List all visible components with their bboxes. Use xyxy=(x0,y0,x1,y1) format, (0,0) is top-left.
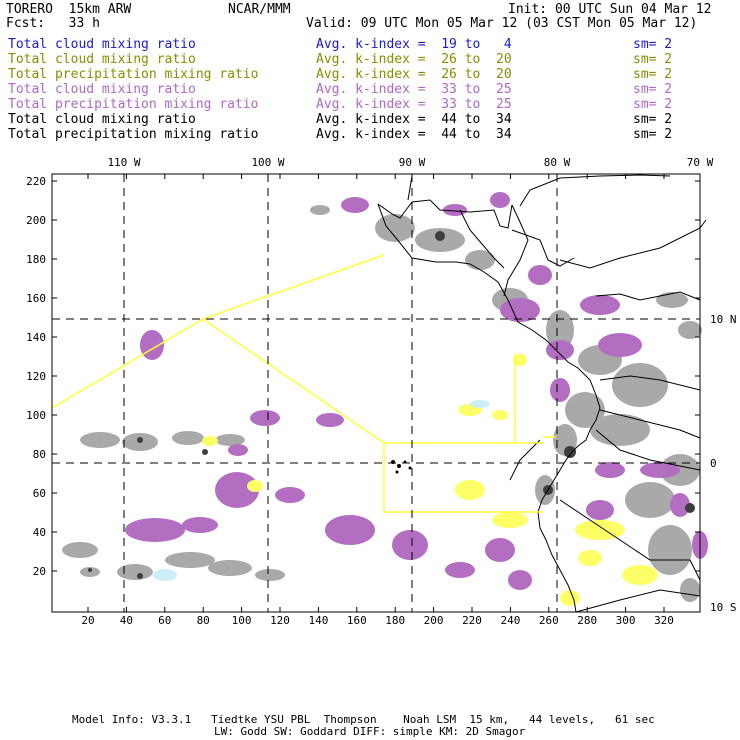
cloud-precip-fields xyxy=(62,192,708,606)
x-tick-label: 140 xyxy=(308,614,328,627)
x-tick-label: 120 xyxy=(270,614,290,627)
legend-sm-4: sm= 2 xyxy=(633,97,673,112)
legend-field-1: Total cloud mixing ratio xyxy=(8,52,196,67)
lat-label: 0 xyxy=(710,457,717,470)
center-label: NCAR/MMM xyxy=(228,2,291,17)
y-tick-label: 220 xyxy=(26,175,46,188)
legend-sm-3: sm= 2 xyxy=(633,82,673,97)
graticule xyxy=(52,174,700,612)
x-tick-label: 200 xyxy=(424,614,444,627)
lat-label: 10 S xyxy=(710,601,737,614)
lon-label: 110 W xyxy=(107,156,140,169)
x-tick-label: 60 xyxy=(158,614,171,627)
x-tick-label: 260 xyxy=(539,614,559,627)
legend-sm-5: sm= 2 xyxy=(633,112,673,127)
legend-kindex-6: Avg. k-index = 44 to 34 xyxy=(316,127,512,142)
y-tick-label: 20 xyxy=(33,565,46,578)
x-tick-label: 300 xyxy=(616,614,636,627)
axis-ticks xyxy=(52,174,700,612)
legend-field-2: Total precipitation mixing ratio xyxy=(8,67,259,82)
valid-time: Valid: 09 UTC Mon 05 Mar 12 (03 CST Mon … xyxy=(306,16,698,31)
y-tick-label: 200 xyxy=(26,214,46,227)
legend-kindex-4: Avg. k-index = 33 to 25 xyxy=(316,97,512,112)
x-tick-label: 280 xyxy=(577,614,597,627)
y-tick-label: 160 xyxy=(26,292,46,305)
cloud-gray-patches xyxy=(62,205,702,602)
x-tick-label: 80 xyxy=(197,614,210,627)
legend-sm-0: sm= 2 xyxy=(633,37,673,52)
legend-field-4: Total precipitation mixing ratio xyxy=(8,97,259,112)
model-title: TORERO 15km ARW xyxy=(6,2,132,17)
y-tick-label: 40 xyxy=(33,526,46,539)
legend-sm-2: sm= 2 xyxy=(633,67,673,82)
legend-kindex-3: Avg. k-index = 33 to 25 xyxy=(316,82,512,97)
y-tick-label: 60 xyxy=(33,487,46,500)
x-tick-label: 220 xyxy=(462,614,482,627)
legend-field-5: Total cloud mixing ratio xyxy=(8,112,196,127)
x-tick-label: 240 xyxy=(500,614,520,627)
init-time: Init: 00 UTC Sun 04 Mar 12 xyxy=(508,2,712,17)
model-info-line2: LW: Godd SW: Goddard DIFF: simple KM: 2D… xyxy=(214,725,526,738)
y-tick-label: 80 xyxy=(33,448,46,461)
legend-sm-1: sm= 2 xyxy=(633,52,673,67)
coastlines xyxy=(377,174,707,613)
precip-yellow-patches xyxy=(202,354,658,606)
legend-kindex-2: Avg. k-index = 26 to 20 xyxy=(316,67,512,82)
nest-outlines xyxy=(51,254,556,513)
y-tick-label: 180 xyxy=(26,253,46,266)
legend-field-6: Total precipitation mixing ratio xyxy=(8,127,259,142)
legend-sm-6: sm= 2 xyxy=(633,127,673,142)
x-tick-label: 100 xyxy=(232,614,252,627)
x-tick-label: 20 xyxy=(81,614,94,627)
x-tick-label: 160 xyxy=(347,614,367,627)
x-tick-label: 180 xyxy=(385,614,405,627)
legend-kindex-5: Avg. k-index = 44 to 34 xyxy=(316,112,512,127)
lon-label: 100 W xyxy=(251,156,284,169)
legend-field-3: Total cloud mixing ratio xyxy=(8,82,196,97)
legend-field-0: Total cloud mixing ratio xyxy=(8,37,196,52)
forecast-hour: Fcst: 33 h xyxy=(6,16,100,31)
y-tick-label: 140 xyxy=(26,331,46,344)
precip-purple-patches xyxy=(125,192,708,590)
lat-label: 10 N xyxy=(710,313,737,326)
lon-label: 80 W xyxy=(544,156,571,169)
x-tick-label: 320 xyxy=(654,614,674,627)
legend-kindex-0: Avg. k-index = 19 to 4 xyxy=(316,37,512,52)
legend-kindex-1: Avg. k-index = 26 to 20 xyxy=(316,52,512,67)
x-tick-label: 40 xyxy=(120,614,133,627)
model-info-line1: Model Info: V3.3.1 Tiedtke YSU PBL Thomp… xyxy=(72,713,655,726)
lon-label: 70 W xyxy=(687,156,714,169)
map-frame xyxy=(51,173,701,613)
light-blue-patches xyxy=(153,400,490,581)
y-tick-label: 120 xyxy=(26,370,46,383)
cloud-dark-cores xyxy=(88,231,695,579)
y-tick-label: 100 xyxy=(26,409,46,422)
lon-label: 90 W xyxy=(399,156,426,169)
galapagos-islands xyxy=(391,460,412,474)
axis-labels: 220 200 180 160 140 120 100 80 60 40 20 20 40 60 80 100… xyxy=(26,156,736,627)
